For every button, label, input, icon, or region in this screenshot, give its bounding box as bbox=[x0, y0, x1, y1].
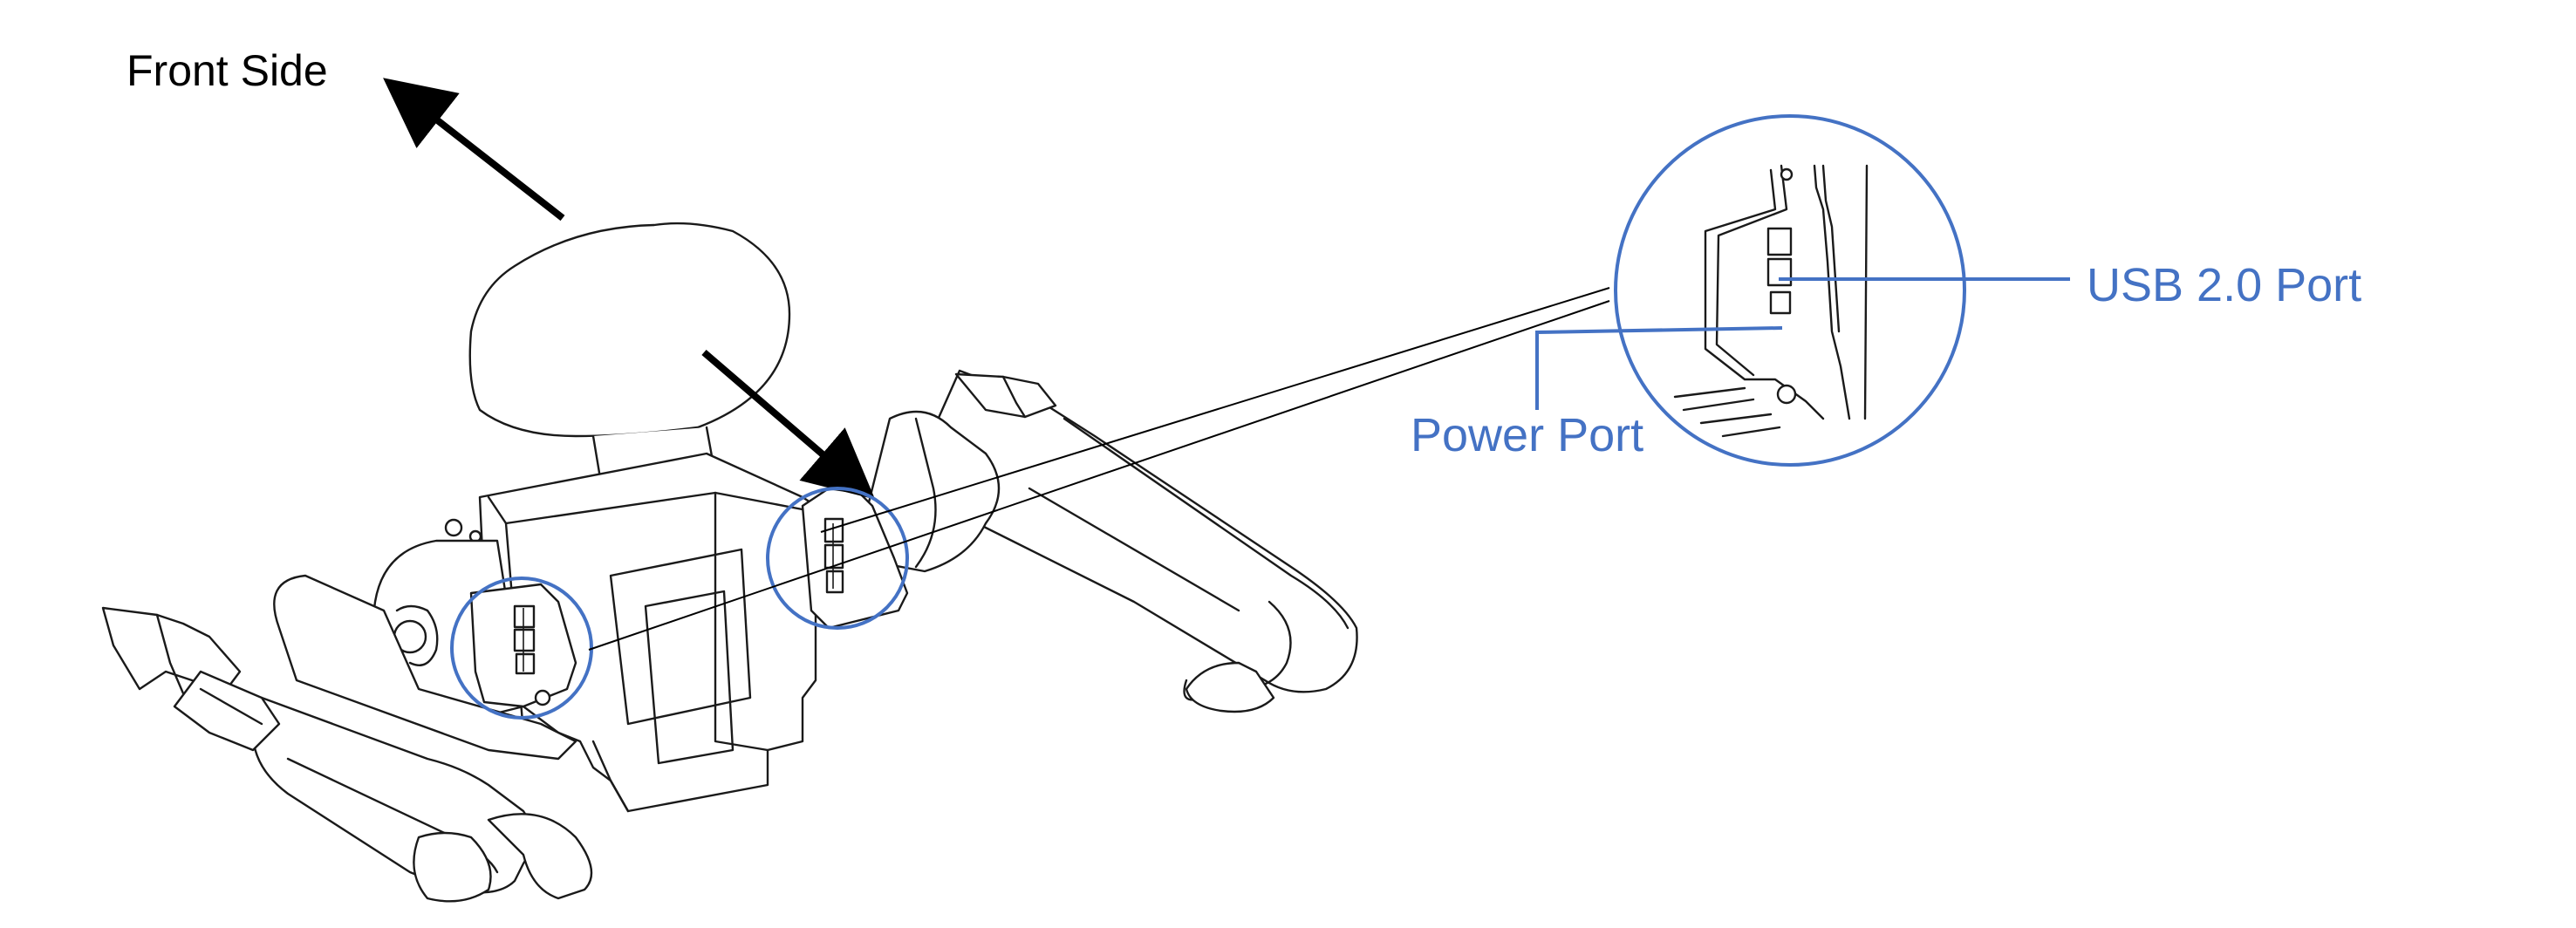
front-gripper-tip bbox=[101, 606, 281, 752]
zoom-leader-line-bottom bbox=[588, 300, 1610, 651]
power-callout-line bbox=[1535, 326, 1783, 410]
right-port-highlight bbox=[766, 487, 909, 630]
right-joint bbox=[853, 410, 1001, 573]
left-port-housing bbox=[469, 583, 577, 708]
port-direction-arrow bbox=[701, 349, 876, 500]
rear-right-arm bbox=[905, 369, 1358, 713]
power-port-label: Power Port bbox=[1411, 409, 1644, 461]
zoom-leader-line-top bbox=[820, 287, 1610, 533]
front-side-label: Front Side bbox=[126, 46, 328, 95]
usb-port-label: USB 2.0 Port bbox=[2087, 259, 2362, 311]
rear-gripper-tip bbox=[954, 372, 1057, 419]
zoom-detail bbox=[1614, 114, 1966, 467]
main-body bbox=[444, 452, 817, 813]
front-direction-arrow bbox=[383, 78, 565, 222]
top-cap bbox=[468, 222, 791, 447]
